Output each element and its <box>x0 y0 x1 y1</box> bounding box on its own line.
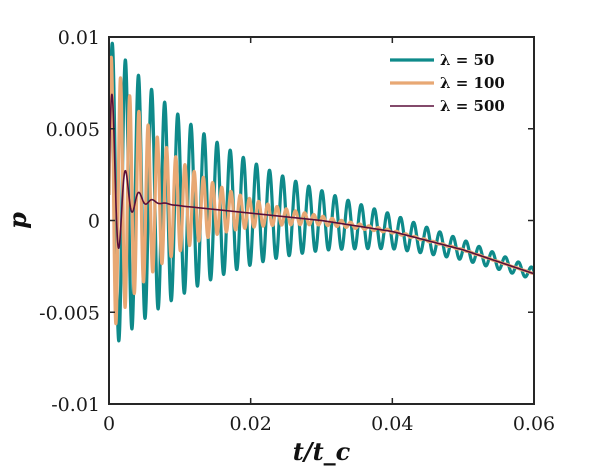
series-layer <box>109 41 534 343</box>
legend: λ = 50 λ = 100 λ = 500 <box>390 51 505 115</box>
ticks-layer: 0 0.02 0.04 0.06 -0.01 -0.005 0 0.005 0.01 <box>39 27 555 435</box>
y-tick-label: -0.01 <box>51 394 100 416</box>
y-tick-label: 0.01 <box>58 27 100 49</box>
x-tick-label: 0 <box>103 413 115 435</box>
x-tick-label: 0.06 <box>513 413 555 435</box>
legend-label-2: λ = 100 <box>440 74 505 92</box>
y-axis-label: p <box>3 212 32 229</box>
y-tick-label: -0.005 <box>39 302 100 324</box>
legend-label-1: λ = 50 <box>440 51 494 69</box>
y-tick-label: 0.005 <box>46 119 100 141</box>
legend-label-3: λ = 500 <box>440 97 505 115</box>
series-line-3 <box>109 93 534 275</box>
y-tick-label: 0 <box>88 211 100 233</box>
x-axis-label: t/t_c <box>293 437 351 466</box>
x-tick-label: 0.02 <box>230 413 272 435</box>
x-tick-label: 0.04 <box>371 413 413 435</box>
